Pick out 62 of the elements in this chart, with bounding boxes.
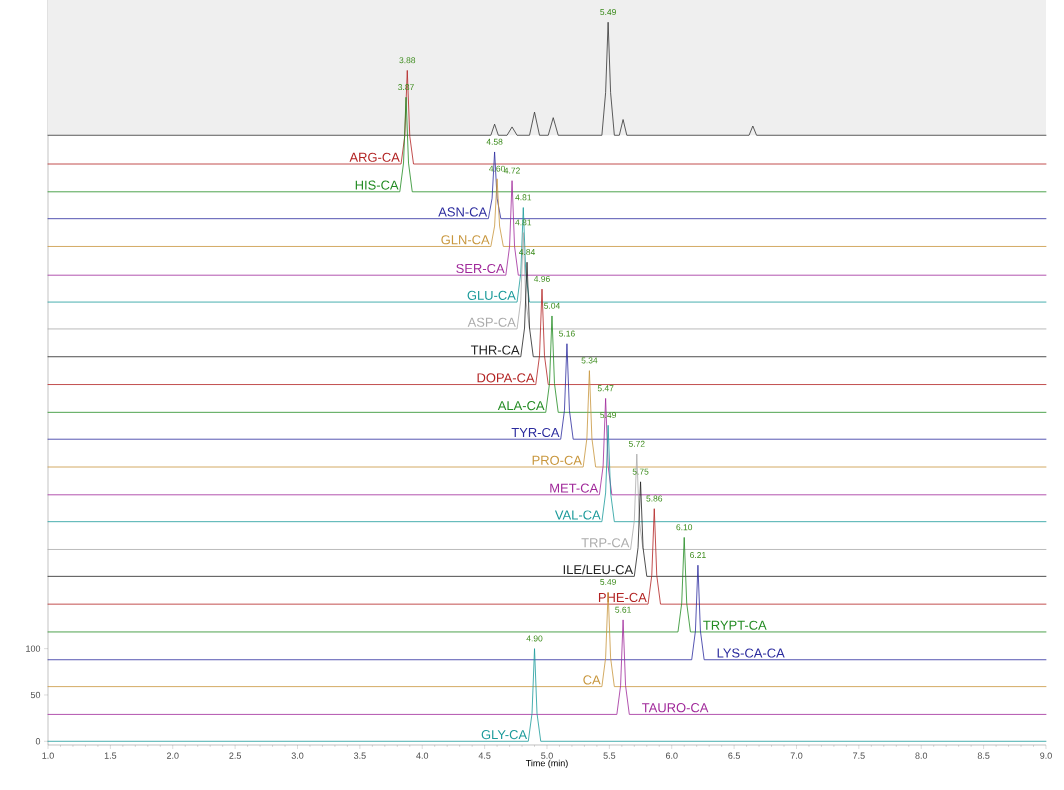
series-label: ILE/LEU-CA xyxy=(563,564,634,575)
annotation: 5.49 xyxy=(600,412,616,419)
annotation: 4.90 xyxy=(526,635,543,642)
series-label: LYS-CA-CA xyxy=(717,648,785,658)
x-tick-label: 5.0 xyxy=(541,752,553,759)
x-tick-label: 2.0 xyxy=(166,752,179,759)
series-label: GLY-CA xyxy=(481,730,528,740)
annotation: 5.04 xyxy=(544,302,560,309)
series-label: PRO-CA xyxy=(532,455,582,465)
x-tick-label: 8.0 xyxy=(915,752,928,759)
series-label: ARG-CA xyxy=(349,152,400,162)
series-label: VAL-CA xyxy=(554,510,601,520)
x-tick-label: 4.0 xyxy=(416,752,429,759)
x-tick-label: 9.0 xyxy=(1040,752,1052,759)
annotation: 3.88 xyxy=(399,57,416,64)
x-tick-label: 5.5 xyxy=(603,752,616,759)
series-label: THR-CA xyxy=(470,345,520,355)
series-label: SER-CA xyxy=(456,263,505,274)
x-tick-label: 2.5 xyxy=(229,752,241,759)
annotation: 5.16 xyxy=(559,330,575,337)
series-label: TAURO-CA xyxy=(642,703,709,713)
x-tick-label: 4.5 xyxy=(478,752,491,759)
series-label: GLU-CA xyxy=(467,290,516,300)
annotation: 5.49 xyxy=(600,578,616,585)
x-tick-label: 7.5 xyxy=(853,752,865,759)
line-series xyxy=(47,21,1047,136)
series-label: ALA-CA xyxy=(497,401,545,411)
x-tick-label: 1.0 xyxy=(42,752,54,759)
series-label: HIS-CA xyxy=(355,180,399,190)
y-tick-label: 0 xyxy=(35,738,41,745)
x-tick-label: 7.0 xyxy=(790,752,803,759)
series-label: ASP-CA xyxy=(467,317,516,327)
y-tick-label: 50 xyxy=(30,691,41,699)
series-label: GLN-CA xyxy=(441,235,490,245)
annotation: 5.49 xyxy=(600,9,616,16)
x-tick-label: 3.5 xyxy=(353,752,366,759)
series-label: TRYPT-CA xyxy=(703,620,767,630)
x-tick-label: 6.5 xyxy=(728,752,740,759)
series-label: TRP-CA xyxy=(581,538,630,548)
annotation: 5.75 xyxy=(632,468,649,475)
annotation: 6.10 xyxy=(676,524,693,531)
annotation: 5.61 xyxy=(615,606,631,613)
annotation: 5.47 xyxy=(597,385,614,392)
annotation: 4.58 xyxy=(486,138,503,145)
series-label: TYR-CA xyxy=(511,427,560,438)
series-label: DOPA-CA xyxy=(477,373,535,383)
x-tick-label: 8.5 xyxy=(977,752,990,759)
annotation: 6.21 xyxy=(690,552,706,559)
x-tick-label: 3.0 xyxy=(291,752,304,759)
annotation: 4.72 xyxy=(504,167,520,174)
annotation: 5.86 xyxy=(646,495,663,502)
x-axis-title: Time (min) xyxy=(525,759,568,769)
annotation: 5.72 xyxy=(628,440,645,447)
x-tick-label: 6.0 xyxy=(665,752,678,759)
series-label: MET-CA xyxy=(550,483,599,493)
annotation: 5.34 xyxy=(581,357,598,364)
x-tick-label: 1.5 xyxy=(104,752,117,759)
series-label: CA xyxy=(583,675,601,685)
annotation: 4.81 xyxy=(515,194,532,201)
y-tick-label: 100 xyxy=(26,645,41,652)
series-label: ASN-CA xyxy=(438,207,488,217)
annotation: 4.96 xyxy=(533,275,550,282)
